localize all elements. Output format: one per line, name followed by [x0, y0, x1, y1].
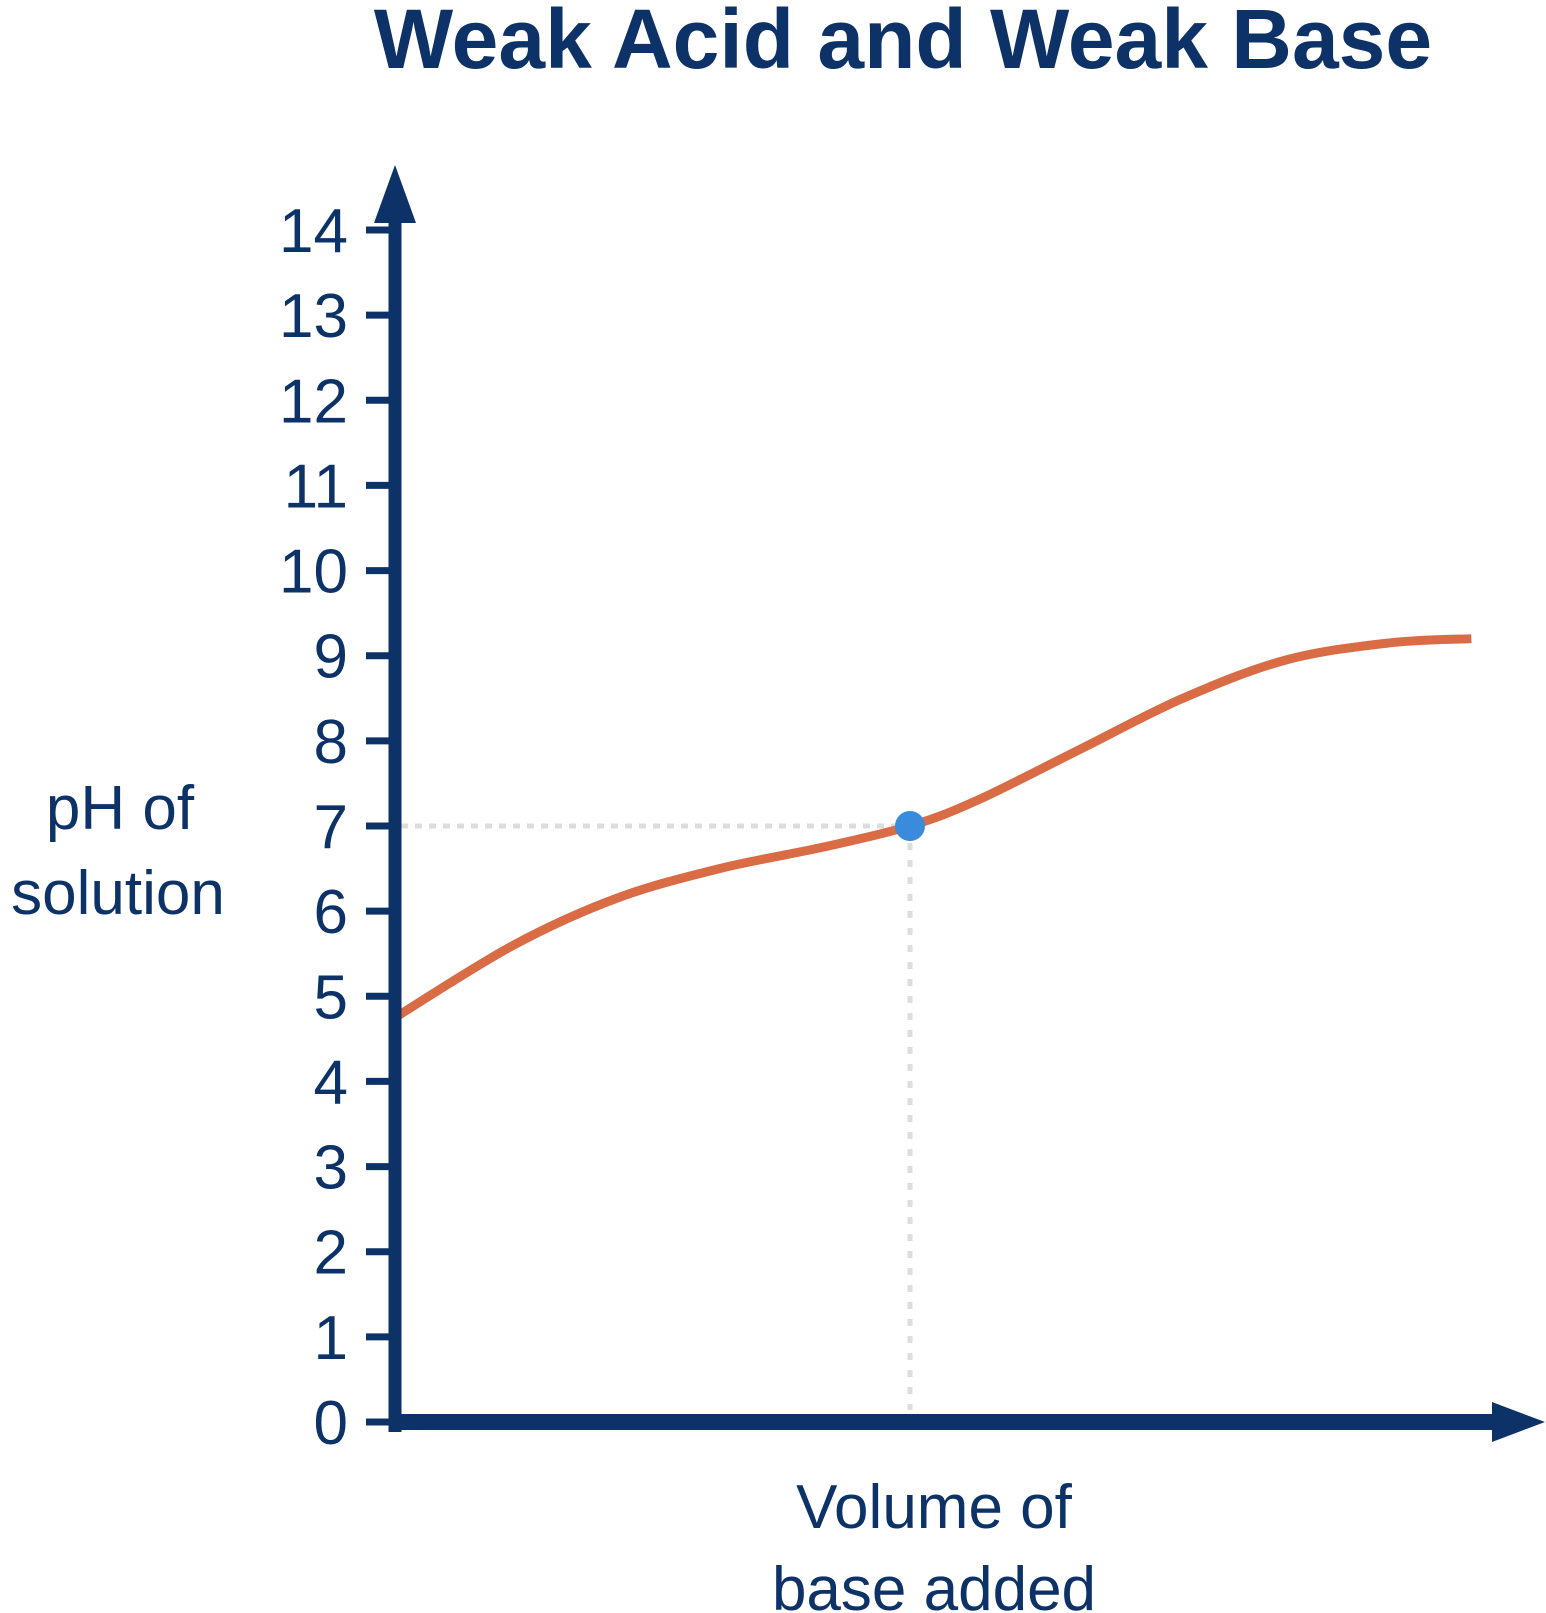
y-tick-label: 0: [314, 1389, 348, 1458]
chart-title: Weak Acid and Weak Base: [374, 0, 1432, 86]
y-tick-label: 10: [279, 538, 348, 607]
y-tick-label: 3: [314, 1134, 348, 1203]
y-tick-label: 6: [314, 878, 348, 947]
y-tick-label: 8: [314, 708, 348, 777]
equivalence-point: [895, 811, 925, 841]
y-tick-label: 7: [314, 793, 348, 862]
x-axis-arrow-icon: [1492, 1402, 1545, 1442]
y-tick-label: 5: [314, 963, 348, 1032]
y-axis-arrow-icon: [374, 165, 416, 223]
y-tick-label: 9: [314, 623, 348, 692]
x-axis-label-line2: base added: [772, 1555, 1096, 1613]
y-tick-label: 2: [314, 1219, 348, 1288]
y-tick-label: 12: [279, 367, 348, 436]
y-tick-label: 13: [279, 282, 348, 351]
y-tick-label: 4: [314, 1048, 348, 1117]
y-tick-label: 11: [284, 452, 348, 521]
y-axis-label-line1: pH of: [46, 774, 195, 843]
y-tick-label: 1: [314, 1304, 348, 1373]
ph-curve: [392, 634, 1472, 1022]
y-axis-label-line2: solution: [11, 859, 225, 928]
y-tick-label: 14: [279, 197, 348, 266]
x-axis-label-line1: Volume of: [796, 1473, 1073, 1542]
